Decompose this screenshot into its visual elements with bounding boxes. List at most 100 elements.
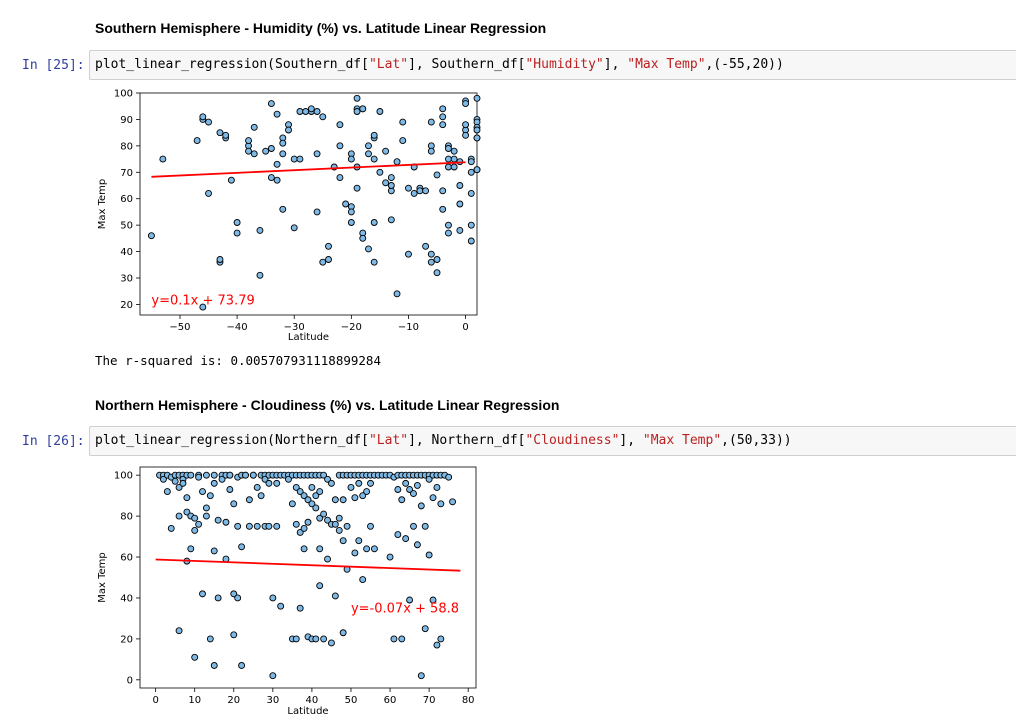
scatter-point [313, 150, 321, 158]
scatter-point [267, 100, 275, 108]
scatter-point [304, 518, 312, 526]
scatter-point [449, 498, 457, 506]
scatter-point [327, 639, 335, 647]
scatter-point [462, 100, 470, 108]
scatter-point [199, 303, 207, 311]
scatter-point [233, 219, 241, 226]
scatter-point [320, 510, 328, 518]
scatter-point [355, 479, 363, 487]
scatter-point [273, 479, 281, 487]
scatter-point [336, 121, 344, 129]
code-input-cell-25[interactable]: plot_linear_regression(Southern_df["Lat"… [89, 50, 1016, 80]
scatter-point [473, 166, 481, 174]
scatter-point [417, 672, 425, 680]
scatter-point [359, 234, 367, 242]
scatter-point [257, 492, 265, 500]
scatter-point [347, 484, 355, 491]
scatter-point [227, 176, 235, 184]
scatter-point [159, 155, 167, 163]
scatter-point [421, 625, 429, 633]
scatter-point [462, 121, 470, 129]
scatter-point [473, 94, 481, 102]
scatter-point [456, 226, 464, 234]
scatter-point [308, 500, 316, 508]
scatter-point [242, 471, 249, 479]
x-tick-label: −50 [169, 322, 190, 333]
scatter-point [406, 486, 414, 493]
y-tick-label: 0 [127, 675, 133, 686]
section-heading-southern: Southern Hemisphere - Humidity (%) vs. L… [95, 20, 547, 36]
scatter-point [402, 479, 410, 487]
scatter-point [191, 526, 199, 534]
scatter-point [433, 256, 441, 263]
scatter-point [382, 147, 390, 155]
scatter-point [405, 184, 412, 192]
scatter-point [316, 582, 324, 590]
scatter-point [267, 174, 275, 182]
scatter-point [427, 147, 435, 155]
scatter-point [370, 131, 378, 139]
scatter-point [467, 237, 475, 245]
scatter-point [183, 494, 191, 502]
y-axis-label: Max Temp [97, 179, 108, 230]
scatter-point [256, 271, 264, 279]
scatter-point [331, 496, 339, 504]
scatter-point [222, 518, 230, 526]
scatter-point [234, 594, 242, 602]
scatter-point [467, 189, 475, 197]
scatter-point [410, 522, 417, 530]
y-tick-label: 80 [120, 141, 133, 152]
scatter-point [365, 245, 372, 253]
scatter-point [473, 126, 481, 134]
scatter-point [202, 512, 210, 520]
scatter-point [238, 662, 246, 669]
regression-line [151, 161, 466, 178]
y-tick-label: 100 [114, 89, 133, 100]
scatter-point [214, 594, 222, 602]
scatter-point [302, 108, 310, 115]
scatter-chart-northern: 0 10 20 30 40 50 60 70 80 0 20 40 60 80 100 Latitude Max… [97, 466, 477, 717]
scatter-point [202, 504, 210, 512]
scatter-point [376, 108, 384, 115]
scatter-point [444, 163, 452, 171]
scatter-point [353, 184, 361, 192]
scatter-point [285, 126, 292, 134]
scatter-point [279, 205, 287, 213]
scatter-point [462, 131, 470, 139]
scatter-point [363, 545, 371, 553]
scatter-point [429, 596, 437, 604]
plot-frame [139, 92, 478, 316]
scatter-point [399, 137, 407, 145]
scatter-point [234, 522, 242, 530]
code-string-token: "Max Temp" [642, 433, 722, 448]
scatter-point [249, 471, 257, 479]
scatter-point [335, 526, 343, 534]
scatter-point [250, 150, 258, 158]
scatter-point [324, 475, 331, 483]
scatter-point [191, 514, 199, 522]
scatter-point [387, 216, 395, 224]
code-string-token: "Max Temp" [627, 57, 706, 72]
scatter-point [425, 475, 433, 483]
scatter-point [319, 113, 327, 121]
scatter-point [312, 492, 320, 500]
scatter-point [313, 108, 321, 115]
scatter-point [413, 541, 421, 549]
scatter-point [205, 118, 212, 126]
scatter-point [370, 258, 378, 266]
section-heading-northern: Northern Hemisphere - Cloudiness (%) vs.… [95, 397, 560, 413]
scatter-point [394, 486, 402, 493]
scatter-point [230, 590, 238, 598]
code-input-cell-26[interactable]: plot_linear_regression(Northern_df["Lat"… [89, 426, 1016, 456]
scatter-point [245, 137, 252, 145]
scatter-point [399, 118, 407, 126]
scatter-point [387, 182, 395, 189]
x-tick-label: −10 [398, 322, 419, 333]
scatter-point [210, 547, 218, 555]
scatter-point [296, 108, 304, 115]
scatter-point [365, 150, 372, 158]
scatter-point [205, 189, 212, 197]
x-tick-label: 20 [227, 695, 240, 706]
input-prompt-25: In [25]: [22, 58, 85, 73]
scatter-point [439, 205, 447, 213]
